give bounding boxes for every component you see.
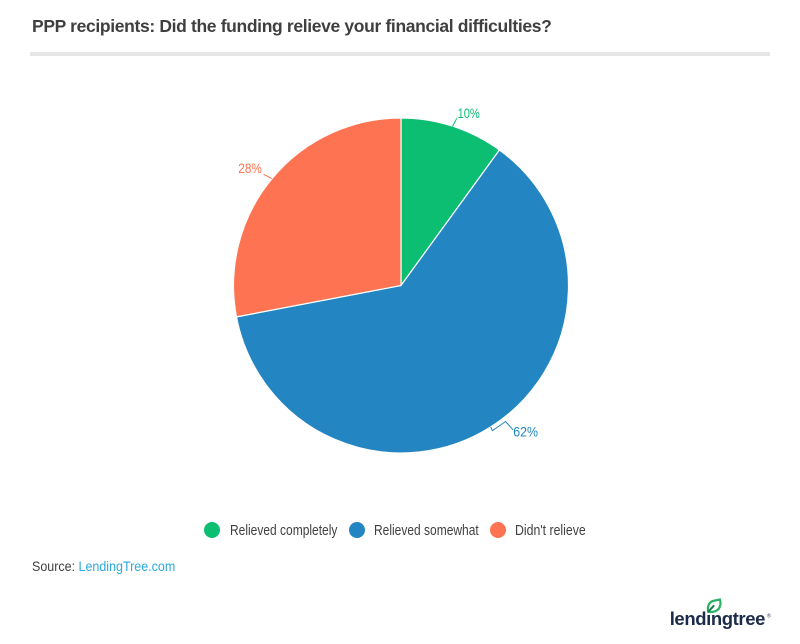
svg-text:10%: 10% [458, 105, 480, 121]
svg-text:28%: 28% [238, 160, 262, 176]
svg-text:lendıngtree: lendıngtree [670, 608, 765, 629]
svg-text:62%: 62% [513, 424, 538, 440]
svg-text:®: ® [767, 613, 771, 620]
